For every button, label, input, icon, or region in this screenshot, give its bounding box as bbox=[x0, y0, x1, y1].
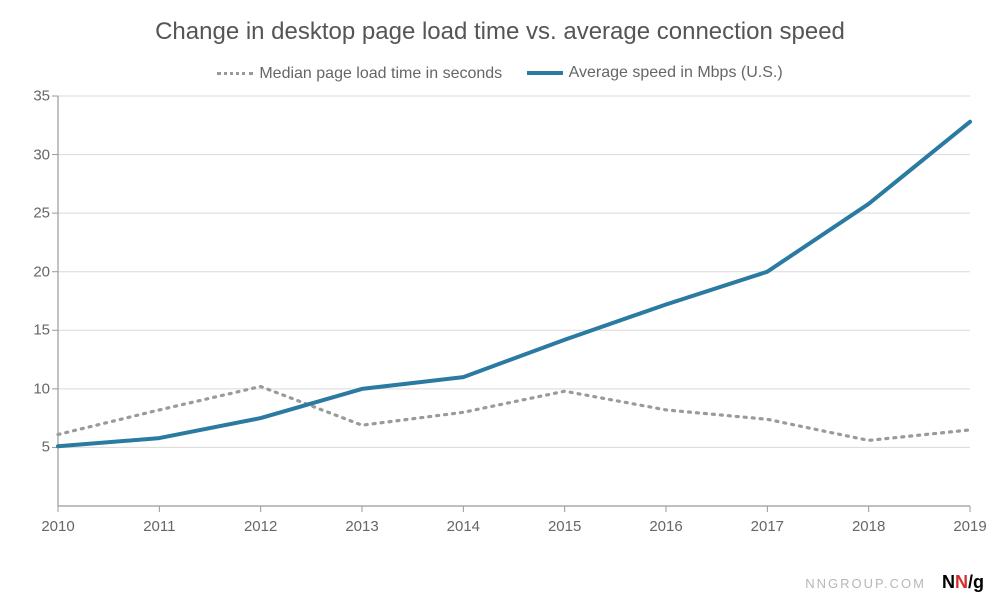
legend-label: Median page load time in seconds bbox=[259, 65, 502, 83]
y-tick-label: 25 bbox=[10, 205, 50, 222]
legend-item-speed: Average speed in Mbps (U.S.) bbox=[527, 64, 783, 82]
y-tick-label: 35 bbox=[10, 88, 50, 105]
x-tick-label: 2014 bbox=[447, 518, 480, 535]
y-tick-label: 10 bbox=[10, 380, 50, 397]
logo-n1: N bbox=[942, 572, 955, 592]
chart-svg bbox=[58, 96, 970, 534]
nng-logo: NN/g bbox=[942, 572, 984, 593]
chart-legend: Median page load time in seconds Average… bbox=[0, 62, 1000, 83]
chart-title: Change in desktop page load time vs. ave… bbox=[0, 18, 1000, 46]
logo-n2-red: N bbox=[955, 572, 968, 592]
y-tick-label: 30 bbox=[10, 146, 50, 163]
x-tick-label: 2011 bbox=[143, 518, 175, 535]
x-tick-label: 2012 bbox=[244, 518, 277, 535]
x-tick-label: 2019 bbox=[953, 518, 986, 535]
legend-swatch-dotted bbox=[217, 72, 253, 75]
x-tick-label: 2010 bbox=[41, 518, 74, 535]
chart-container: Change in desktop page load time vs. ave… bbox=[0, 0, 1000, 601]
y-tick-label: 20 bbox=[10, 263, 50, 280]
x-tick-label: 2018 bbox=[852, 518, 885, 535]
x-tick-label: 2016 bbox=[649, 518, 682, 535]
x-tick-label: 2017 bbox=[751, 518, 784, 535]
legend-label: Average speed in Mbps (U.S.) bbox=[569, 64, 783, 82]
y-tick-label: 15 bbox=[10, 322, 50, 339]
legend-item-load-time: Median page load time in seconds bbox=[217, 65, 502, 83]
y-tick-label: 5 bbox=[10, 439, 50, 456]
attribution-text: NNGROUP.COM bbox=[805, 576, 926, 591]
chart-plot-area bbox=[58, 96, 970, 534]
legend-swatch-solid bbox=[527, 71, 563, 75]
x-tick-label: 2015 bbox=[548, 518, 581, 535]
logo-slash-g: /g bbox=[968, 572, 984, 592]
x-tick-label: 2013 bbox=[345, 518, 378, 535]
